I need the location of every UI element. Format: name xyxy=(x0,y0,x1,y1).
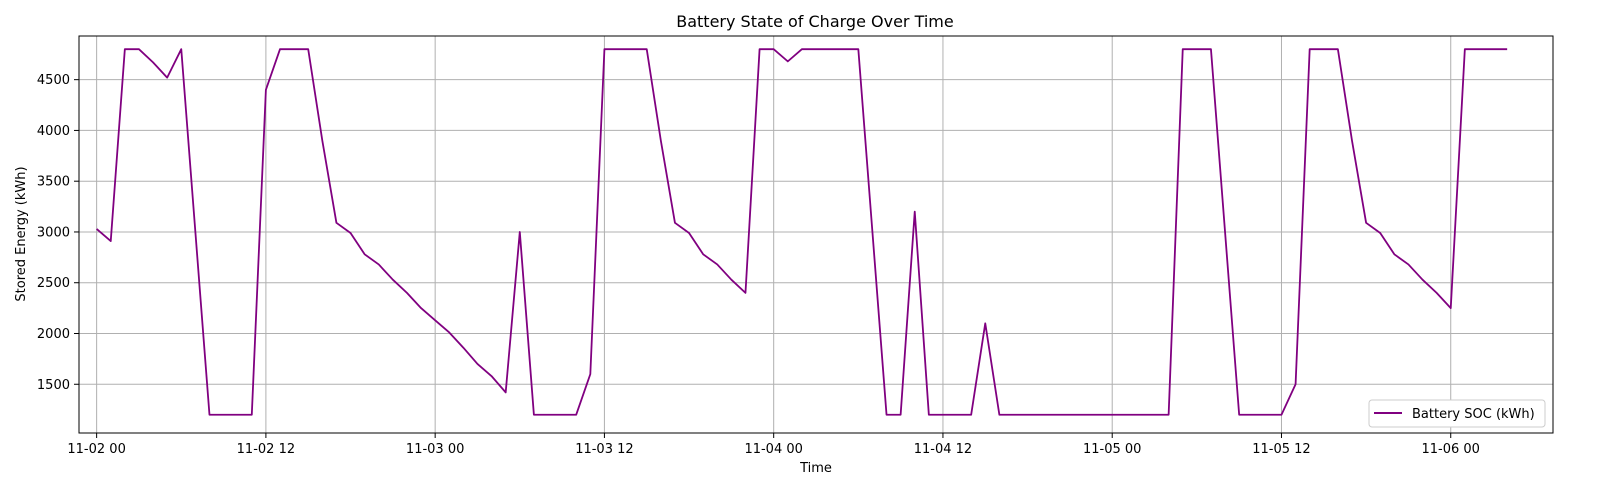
y-axis-label: Stored Energy (kWh) xyxy=(14,166,29,301)
plot-frame xyxy=(78,35,1554,434)
x-tick-label: 11-04 00 xyxy=(744,442,802,457)
chart-title: Battery State of Charge Over Time xyxy=(676,12,953,31)
x-tick-label: 11-03 12 xyxy=(575,442,633,457)
grid-layer xyxy=(79,36,1553,433)
x-tick-label: 11-05 12 xyxy=(1252,442,1310,457)
y-tick-label: 3500 xyxy=(37,175,70,190)
x-tick-label: 11-05 00 xyxy=(1083,442,1141,457)
x-tick-label: 11-02 00 xyxy=(67,442,125,457)
x-tick-label: 11-06 00 xyxy=(1422,442,1480,457)
y-tick-label: 2500 xyxy=(37,276,70,291)
y-tick-label: 4500 xyxy=(37,73,70,88)
series-line-battery-soc xyxy=(96,48,1508,416)
axis-layer: 11-02 00 11-02 12 11-03 00 11-03 12 11-04 00… xyxy=(37,73,1480,457)
y-tick-label: 3000 xyxy=(37,225,70,240)
y-tick-label: 1500 xyxy=(37,378,70,393)
legend-box xyxy=(1368,399,1546,428)
legend: Battery SOC (kWh) xyxy=(1368,399,1546,428)
legend-label: Battery SOC (kWh) xyxy=(1412,407,1535,422)
x-axis-label: Time xyxy=(799,461,832,476)
series-layer xyxy=(96,48,1508,416)
y-tick-label: 4000 xyxy=(37,124,70,139)
y-tick-label: 2000 xyxy=(37,327,70,342)
x-tick-label: 11-04 12 xyxy=(914,442,972,457)
x-tick-label: 11-03 00 xyxy=(406,442,464,457)
x-tick-label: 11-02 12 xyxy=(237,442,295,457)
